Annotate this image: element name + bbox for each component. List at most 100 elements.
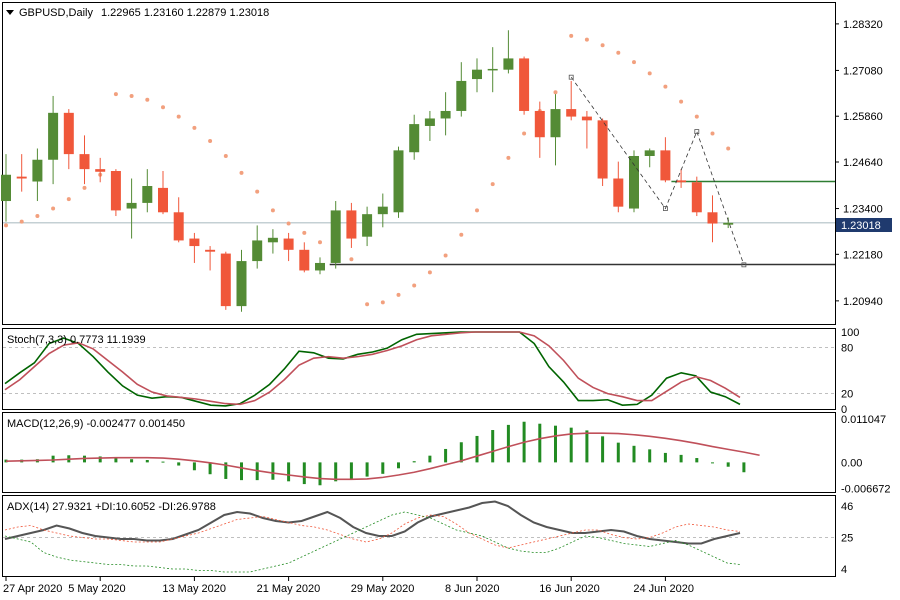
adx-panel bbox=[2, 495, 836, 577]
sar-dot bbox=[710, 131, 715, 136]
macd-axis-label: -0.006672 bbox=[841, 484, 891, 496]
candle-body bbox=[283, 238, 294, 250]
macd-histogram-bar bbox=[224, 462, 228, 479]
macd-histogram-bar bbox=[554, 425, 557, 463]
candle-body bbox=[236, 261, 247, 307]
candle-body bbox=[629, 155, 639, 209]
candle-body bbox=[424, 118, 435, 126]
price-axis-label: 1.23400 bbox=[843, 204, 883, 216]
macd-histogram-bar bbox=[114, 458, 118, 463]
sar-dot bbox=[726, 146, 731, 151]
adx-adx-line bbox=[4, 500, 741, 545]
candle-body bbox=[409, 124, 420, 153]
macd-histogram-bar bbox=[428, 455, 432, 463]
candle-body bbox=[252, 240, 263, 262]
sar-dot bbox=[459, 232, 464, 237]
macd-panel bbox=[2, 412, 836, 493]
macd-histogram-bar bbox=[569, 427, 573, 463]
sar-dot bbox=[679, 99, 684, 104]
time-axis-label: 29 May 2020 bbox=[351, 583, 415, 595]
sar-dot bbox=[255, 189, 260, 194]
candle-body bbox=[472, 69, 482, 80]
macd-histogram-bar bbox=[192, 462, 196, 471]
stoch-axis-label: 0 bbox=[841, 404, 847, 416]
macd-histogram-bar bbox=[412, 461, 416, 463]
time-axis-label: 5 May 2020 bbox=[68, 583, 125, 595]
time-axis-label: 13 May 2020 bbox=[162, 583, 226, 595]
candle-body bbox=[487, 68, 498, 71]
sar-dot bbox=[35, 214, 40, 219]
time-axis-label: 16 Jun 2020 bbox=[539, 583, 600, 595]
candle-body bbox=[581, 116, 592, 121]
candle-body bbox=[456, 80, 467, 111]
stoch-axis-label: 80 bbox=[841, 342, 853, 354]
price-axis-label: 1.27080 bbox=[843, 65, 883, 77]
sar-dot bbox=[506, 155, 511, 160]
macd-histogram-bar bbox=[51, 455, 55, 463]
sar-dot bbox=[522, 131, 527, 136]
macd-histogram-bar bbox=[318, 462, 322, 486]
candle-body bbox=[660, 150, 671, 181]
sar-dot bbox=[19, 219, 24, 224]
trend-line-anchor bbox=[663, 206, 668, 211]
macd-histogram-bar bbox=[444, 448, 448, 463]
sar-dot bbox=[82, 185, 87, 190]
price-series bbox=[1, 30, 835, 312]
candle-body bbox=[534, 110, 545, 138]
trend-line bbox=[570, 76, 745, 265]
macd-histogram-bar bbox=[302, 462, 306, 485]
sar-dot bbox=[475, 208, 479, 213]
stoch-label: Stoch(7,3,3) 0.7773 11.1939 bbox=[7, 334, 146, 346]
sar-dot bbox=[412, 283, 417, 288]
macd-axis-label: 0.011047 bbox=[841, 414, 886, 426]
macd-histogram-bar bbox=[161, 461, 165, 463]
sar-dot bbox=[632, 60, 636, 65]
candle-body bbox=[393, 150, 404, 213]
macd-histogram-bar bbox=[145, 460, 149, 463]
macd-histogram-bar bbox=[695, 458, 699, 463]
sar-dot bbox=[396, 292, 401, 297]
candle-body bbox=[142, 186, 153, 203]
macd-histogram-bar bbox=[679, 454, 683, 463]
sar-dot bbox=[318, 240, 322, 245]
macd-histogram-bar bbox=[271, 462, 275, 480]
macd-histogram-bar bbox=[208, 462, 212, 475]
candle-body bbox=[79, 154, 90, 170]
sar-dot bbox=[380, 300, 385, 305]
stoch-series bbox=[3, 331, 835, 407]
price-panel bbox=[2, 2, 836, 325]
adx-axis-label: 46 bbox=[841, 501, 853, 513]
candle-body bbox=[676, 180, 687, 183]
sar-dot bbox=[208, 138, 213, 143]
macd-histogram-bar bbox=[491, 430, 495, 463]
stoch-axis-label: 20 bbox=[841, 389, 853, 401]
candle-body bbox=[566, 109, 577, 117]
candle-body bbox=[377, 206, 388, 215]
macd-histogram-bar bbox=[601, 436, 605, 463]
candle-body bbox=[48, 112, 59, 160]
stoch-main-line bbox=[4, 331, 741, 407]
candle-body bbox=[644, 150, 655, 156]
candle-body bbox=[707, 212, 718, 224]
sar-dot bbox=[129, 93, 134, 98]
price-axis-label: 1.22180 bbox=[843, 249, 883, 261]
candle-body bbox=[110, 171, 121, 211]
symbol-dropdown-icon[interactable] bbox=[6, 10, 14, 15]
macd-histogram-bar bbox=[459, 442, 463, 463]
current-price-value: 1.23018 bbox=[841, 220, 881, 232]
time-axis-label: 24 Jun 2020 bbox=[633, 583, 694, 595]
ohlc-values: 1.22965 1.23160 1.22879 1.23018 bbox=[101, 7, 269, 19]
sar-dot bbox=[584, 37, 589, 42]
adx-label: ADX(14) 27.9321 +DI:10.6052 -DI:26.9788 bbox=[7, 501, 216, 513]
macd-histogram-bar bbox=[726, 462, 730, 467]
candle-body bbox=[158, 187, 168, 213]
macd-histogram-bar bbox=[130, 459, 134, 463]
sar-dot bbox=[161, 105, 165, 110]
candle-body bbox=[723, 222, 734, 225]
candle-body bbox=[550, 109, 561, 138]
sar-dot bbox=[223, 153, 228, 158]
sar-dot bbox=[365, 302, 370, 307]
macd-histogram-bar bbox=[397, 462, 400, 469]
sar-dot bbox=[663, 84, 668, 89]
